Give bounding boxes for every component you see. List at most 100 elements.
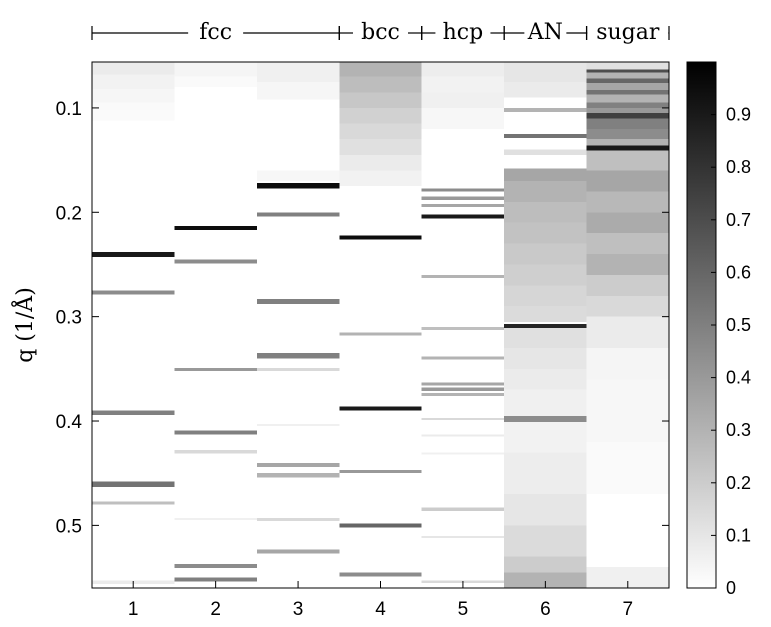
heat-band-col5-9 (421, 327, 505, 331)
heat-band-col2-7 (174, 518, 257, 521)
heat-band-col3-9 (256, 462, 340, 467)
heat-band-col7-21 (586, 295, 669, 317)
colorbar-tick-label: 0.5 (726, 315, 751, 335)
colorbar-tick-label: 0.6 (726, 262, 751, 282)
group-bracket-sugar: sugar (585, 20, 670, 45)
colorbar-tick-label: 0.9 (726, 105, 751, 125)
heat-band-col2-6 (174, 450, 257, 454)
group-bracket-bcc: bcc (338, 20, 423, 45)
heat-band-col5-5 (421, 196, 505, 200)
heat-band-col2-3 (174, 259, 257, 264)
heat-band-col4-3 (339, 107, 422, 124)
heat-band-col7-18 (586, 233, 669, 255)
heat-band-col4-1 (339, 76, 422, 93)
heat-band-col7-10 (586, 118, 669, 129)
x-tick-label: 3 (293, 599, 304, 620)
heat-band-col6-20 (504, 452, 587, 495)
heat-band-col3-1 (256, 81, 340, 100)
heat-band-col3-7 (256, 367, 340, 371)
heat-band-col2-8 (174, 564, 257, 569)
heat-band-col7-5 (586, 90, 669, 95)
heat-band-col7-2 (586, 72, 669, 79)
heat-band-col5-8 (421, 274, 505, 279)
heat-band-col2-0 (174, 62, 257, 77)
heat-band-col7-13 (586, 145, 669, 151)
heat-band-col6-22 (504, 525, 587, 557)
heat-band-col5-11 (421, 382, 505, 386)
heat-band-col7-7 (586, 102, 669, 108)
heat-band-col5-1 (421, 76, 505, 93)
heat-band-col3-5 (256, 298, 340, 305)
heat-band-col5-10 (421, 356, 505, 360)
heat-band-col7-16 (586, 191, 669, 213)
heatmap-cells (92, 62, 669, 588)
heat-band-col6-21 (504, 494, 587, 526)
heat-band-col2-4 (174, 367, 257, 371)
heat-band-col1-2 (92, 89, 175, 103)
heat-band-col5-7 (421, 214, 505, 219)
group-bracket-fcc: fcc (91, 20, 340, 45)
heat-band-col2-5 (174, 430, 257, 435)
heat-band-col4-13 (339, 572, 422, 577)
heat-band-col2-9 (174, 577, 257, 582)
heat-band-col5-13 (421, 392, 505, 396)
x-tick-label: 6 (540, 599, 551, 620)
group-label-fcc: fcc (199, 20, 232, 45)
heat-band-col1-5 (92, 290, 175, 295)
heat-band-col6-4 (504, 149, 587, 155)
heat-band-col4-7 (339, 170, 422, 187)
heat-band-col6-5 (504, 168, 587, 181)
heat-band-col3-10 (256, 473, 340, 478)
heat-band-col4-2 (339, 92, 422, 108)
x-axis: 1 2 3 4 5 6 7 (128, 581, 633, 620)
heat-band-col1-7 (92, 481, 175, 487)
heat-band-col3-4 (256, 212, 340, 217)
heat-band-col3-3 (256, 183, 340, 189)
y-tick-label: 0.4 (56, 412, 83, 433)
y-tick-label: 0.3 (56, 308, 82, 329)
heat-band-col5-0 (421, 62, 505, 77)
y-tick-label: 0.1 (56, 99, 82, 120)
group-label-sugar: sugar (596, 20, 660, 45)
heat-band-col1-8 (92, 501, 175, 505)
heat-band-col4-12 (339, 523, 422, 528)
heat-band-col6-19 (504, 422, 587, 453)
heat-band-col6-17 (504, 389, 587, 416)
heat-band-col4-5 (339, 139, 422, 155)
heat-band-col1-3 (92, 102, 175, 121)
colorbar-tick-label: 0.3 (726, 420, 751, 440)
group-label-hcp: hcp (443, 20, 484, 45)
y-tick-label: 0.5 (56, 516, 82, 537)
heat-band-col5-15 (421, 434, 505, 437)
heat-band-col6-18 (504, 415, 587, 423)
heat-band-col5-6 (421, 203, 505, 208)
heat-band-col3-8 (256, 424, 340, 427)
heat-band-col5-17 (421, 507, 505, 511)
heat-band-col7-12 (586, 139, 669, 146)
x-tick-label: 2 (210, 599, 221, 620)
heat-band-col4-9 (339, 332, 422, 336)
heat-band-col6-12 (504, 306, 587, 322)
heat-band-col7-6 (586, 94, 669, 103)
heat-band-col7-9 (586, 113, 669, 119)
heat-band-col6-2 (504, 107, 587, 113)
heat-band-col6-8 (504, 222, 587, 244)
heat-band-col5-4 (421, 188, 505, 192)
heat-band-col6-1 (504, 81, 587, 98)
heat-band-col6-7 (504, 201, 587, 223)
heat-band-col3-2 (256, 170, 340, 181)
heat-band-col6-16 (504, 368, 587, 390)
x-tick-label: 4 (375, 599, 386, 620)
heat-band-col7-19 (586, 254, 669, 275)
heat-band-col1-6 (92, 410, 175, 415)
heat-band-col7-24 (586, 379, 669, 442)
x-tick-label: 7 (622, 599, 633, 620)
heat-band-col3-6 (256, 353, 340, 359)
colorbar: 0 0.1 0.2 0.3 0.4 0.5 0.6 0.7 0.8 0.9 (686, 61, 751, 598)
heat-band-col5-12 (421, 387, 505, 391)
group-label-AN: AN (527, 20, 563, 45)
heat-band-col7-23 (586, 347, 669, 380)
heat-band-col6-13 (504, 323, 587, 329)
heat-band-col7-17 (586, 212, 669, 234)
